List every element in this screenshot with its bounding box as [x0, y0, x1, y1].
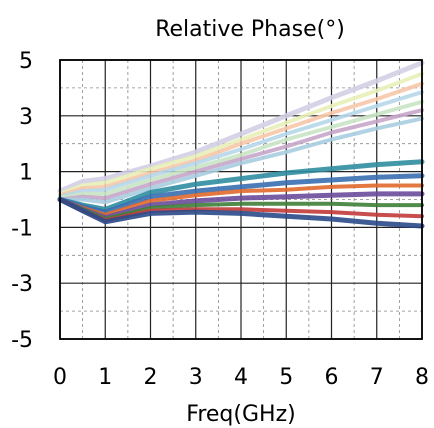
y-tick-label: -3 [11, 272, 33, 297]
x-tick-labels: 0 1 2 3 4 5 6 7 8 [53, 365, 429, 390]
series-line [58, 90, 424, 199]
series-line [58, 99, 424, 201]
series-line [57, 60, 425, 194]
y-tick-label: -1 [11, 216, 33, 241]
y-tick-label: 5 [19, 49, 33, 74]
x-tick-label: 4 [234, 365, 248, 390]
x-tick-label: 3 [189, 365, 203, 390]
chart-title: Relative Phase(°) [155, 17, 345, 42]
x-axis-label: Freq(GHz) [186, 402, 295, 427]
x-tick-label: 6 [325, 365, 339, 390]
y-tick-labels: -5 -3 -1 1 3 5 [11, 49, 33, 353]
series-line [58, 108, 424, 202]
plot-border [59, 59, 423, 340]
x-tick-label: 5 [279, 365, 293, 390]
y-tick-label: 1 [19, 161, 33, 186]
plot-frame [59, 59, 423, 340]
series-line [58, 81, 424, 198]
series-line [58, 71, 424, 196]
y-tick-label: -5 [11, 328, 33, 353]
series-lines [57, 60, 425, 229]
x-tick-label: 0 [53, 365, 67, 390]
series-line [58, 116, 424, 205]
x-tick-label: 2 [144, 365, 158, 390]
x-tick-label: 8 [415, 365, 429, 390]
x-tick-label: 7 [370, 365, 384, 390]
y-tick-label: 3 [19, 105, 33, 130]
x-tick-label: 1 [98, 365, 112, 390]
series-line [57, 197, 425, 229]
